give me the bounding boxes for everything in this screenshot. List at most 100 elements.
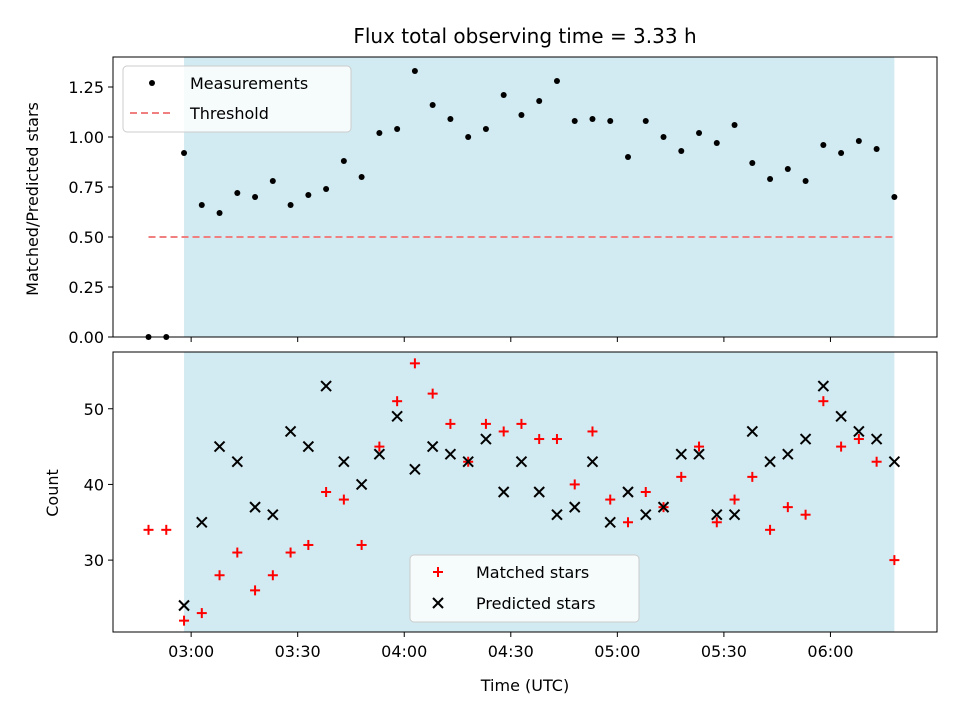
measurement-point xyxy=(482,126,489,132)
x-b xyxy=(338,456,350,468)
predicted-star-point xyxy=(551,508,563,521)
predicted-star-point xyxy=(586,456,599,468)
x-b xyxy=(604,516,616,528)
x-b xyxy=(817,380,830,392)
matched-star-point xyxy=(196,608,207,619)
top-y-tick-label: 1.00 xyxy=(68,128,104,147)
matched-star-point xyxy=(818,396,829,407)
legend-measurements-label: Measurements xyxy=(190,74,308,93)
x-b xyxy=(497,486,510,498)
matched-star-point xyxy=(480,418,491,429)
x-b xyxy=(462,456,474,468)
matched-star-point xyxy=(356,539,367,550)
top-y-tick-label: 0.00 xyxy=(68,328,104,347)
x-b xyxy=(728,508,741,521)
predicted-star-point xyxy=(355,478,368,491)
matched-star-point xyxy=(569,479,580,490)
x-b xyxy=(764,456,776,468)
measurement-point xyxy=(340,158,347,164)
top-y-tick-label: 0.75 xyxy=(68,178,104,197)
x-b xyxy=(302,440,315,453)
measurement-point xyxy=(234,190,241,196)
measurement-point xyxy=(358,174,365,180)
x-b xyxy=(640,508,652,521)
matched-star-point xyxy=(729,494,740,505)
x-b xyxy=(693,448,705,460)
predicted-star-point xyxy=(497,486,510,498)
legend-box xyxy=(122,65,352,133)
x-b xyxy=(622,486,634,498)
matched-star-point xyxy=(747,471,758,482)
matched-star-point xyxy=(498,426,509,437)
x-b xyxy=(480,433,492,445)
predicted-star-point xyxy=(462,456,474,468)
measurement-point xyxy=(767,176,774,182)
x-b xyxy=(284,425,297,438)
predicted-star-point xyxy=(338,456,350,468)
measurement-point xyxy=(145,334,152,340)
x-b xyxy=(391,410,403,423)
x-b xyxy=(533,486,545,498)
predicted-star-point xyxy=(213,440,226,453)
x-tick-label: 06:00 xyxy=(807,642,853,661)
measurement-point xyxy=(198,202,205,208)
predicted-star-point xyxy=(853,425,865,438)
matched-star-point xyxy=(303,539,314,550)
predicted-star-point xyxy=(480,433,492,445)
matched-star-point xyxy=(889,555,900,566)
measurement-point xyxy=(891,194,898,200)
x-b xyxy=(746,425,759,438)
measurement-point xyxy=(749,160,756,166)
bottom-legend: Matched stars Predicted stars xyxy=(409,554,640,623)
predicted-star-point xyxy=(657,501,670,513)
predicted-star-point xyxy=(622,486,634,498)
bottom-y-axis-label: Count xyxy=(43,469,62,517)
matched-star-point xyxy=(161,524,172,535)
measurement-point xyxy=(305,192,312,198)
measurement-point xyxy=(820,142,827,148)
x-b xyxy=(782,448,794,460)
measurement-point xyxy=(252,194,259,200)
measurement-point xyxy=(536,98,543,104)
predicted-star-point xyxy=(284,425,297,438)
predicted-star-point xyxy=(835,410,847,423)
measurement-point xyxy=(784,166,791,172)
measurement-point xyxy=(873,146,880,152)
x-b xyxy=(267,508,279,521)
matched-star-point xyxy=(285,547,296,558)
x-tick-label: 03:30 xyxy=(275,642,321,661)
x-b xyxy=(213,440,226,453)
matched-star-point xyxy=(782,502,793,513)
matched-star-point xyxy=(338,494,349,505)
top-y-axis-label: Matched/Predicted stars xyxy=(23,102,42,296)
x-b xyxy=(675,448,687,460)
matched-star-point xyxy=(267,570,278,581)
predicted-star-point xyxy=(373,448,386,460)
matched-star-point xyxy=(711,517,722,528)
measurement-point xyxy=(696,130,703,136)
predicted-star-point xyxy=(693,448,705,460)
measurement-point xyxy=(678,148,685,154)
matched-star-point xyxy=(516,418,527,429)
predicted-star-point xyxy=(640,508,652,521)
x-tick-label: 05:00 xyxy=(594,642,640,661)
predicted-star-point xyxy=(320,380,332,392)
bottom-y-tick-label: 30 xyxy=(84,551,104,570)
bottom-y-tick-label: 40 xyxy=(84,475,104,494)
measurement-point xyxy=(571,118,578,124)
predicted-star-point xyxy=(764,456,776,468)
top-y-tick-label: 0.50 xyxy=(68,228,104,247)
measurement-point xyxy=(838,150,845,156)
top-panel: 0.00 0.25 0.50 0.75 1.00 1.25 Measurements Thre… xyxy=(68,56,938,347)
chart-title: Flux total observing time = 3.33 h xyxy=(353,24,696,48)
x-b xyxy=(249,501,261,513)
predicted-star-point xyxy=(409,463,421,476)
matched-star-point xyxy=(587,426,598,437)
top-legend: Measurements Threshold xyxy=(122,65,352,133)
matched-star-point xyxy=(534,434,545,445)
matched-star-point xyxy=(800,509,811,520)
predicted-star-point xyxy=(799,433,812,445)
predicted-star-point xyxy=(817,380,830,392)
matched-star-point xyxy=(640,487,651,497)
